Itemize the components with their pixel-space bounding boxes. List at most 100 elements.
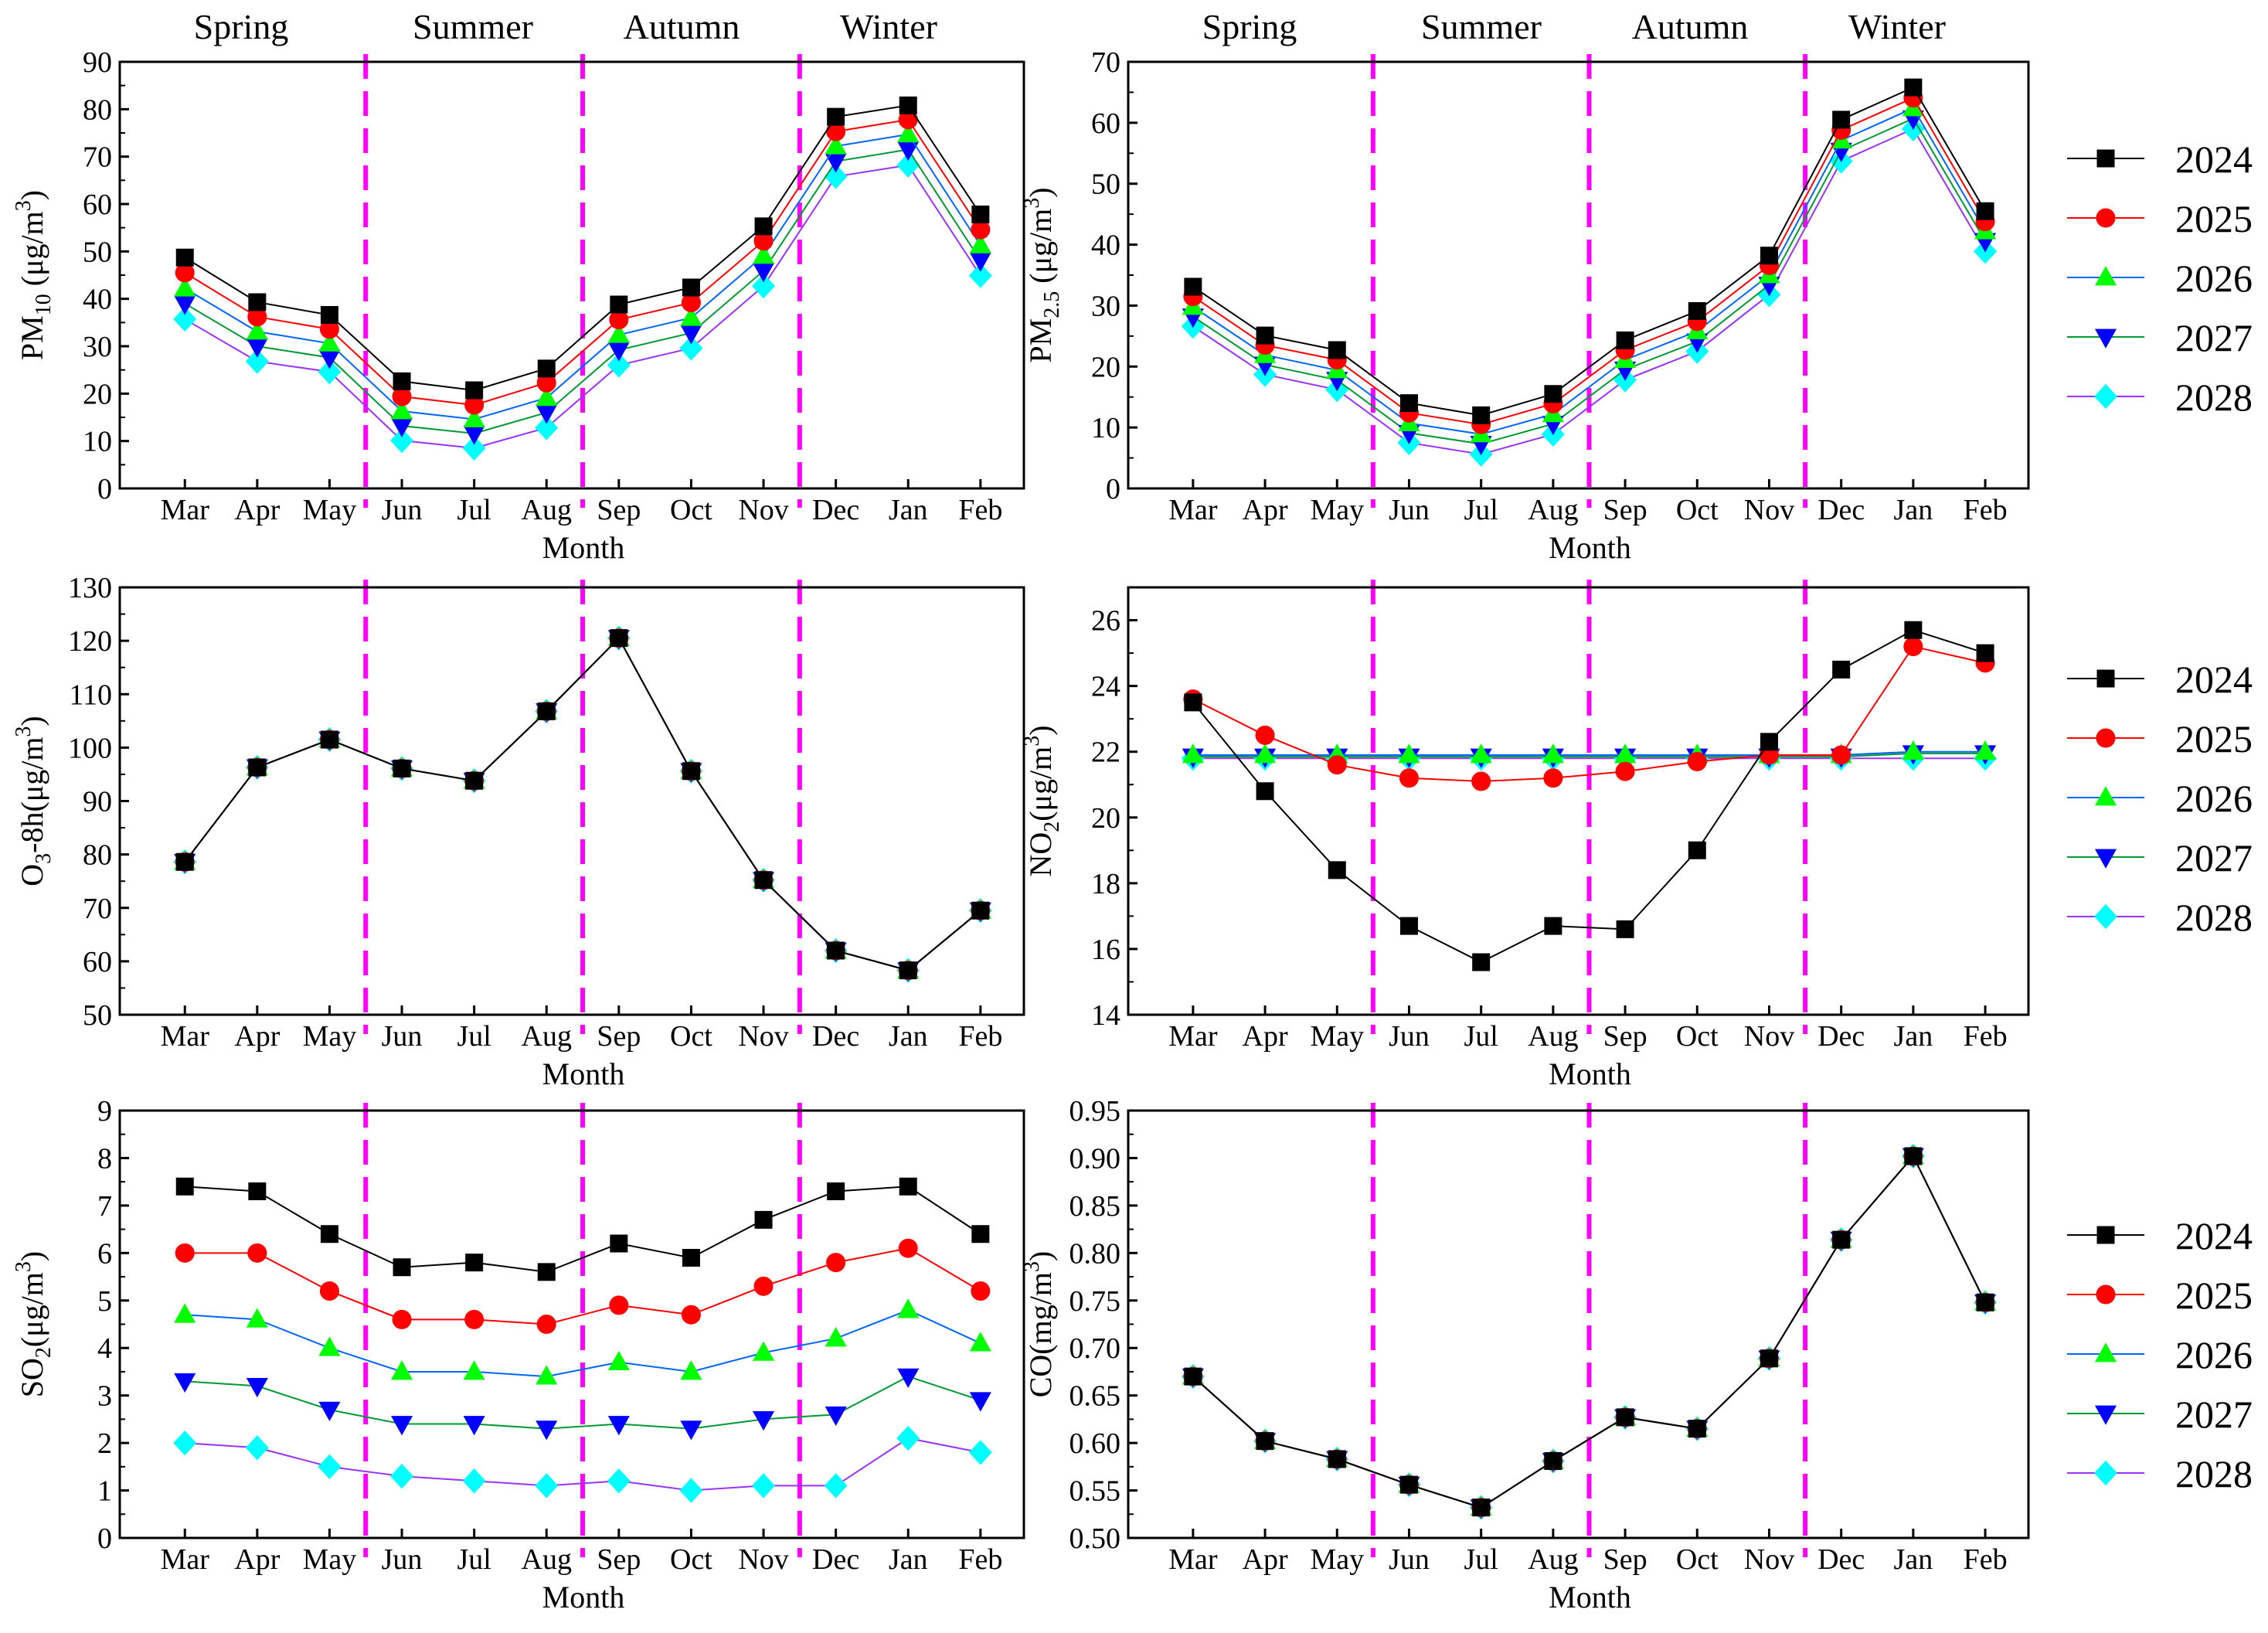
legend-label-2027: 2027 [2175, 836, 2253, 879]
data-point-2024 [1616, 1408, 1634, 1427]
x-tick-label: Jun [382, 1543, 423, 1576]
data-point-2026 [1542, 743, 1564, 764]
x-tick-label: Jun [1389, 1543, 1430, 1576]
data-point-2027 [174, 295, 196, 315]
x-axis-title: Month [542, 1056, 625, 1091]
x-tick-label: Jul [1464, 1543, 1498, 1576]
legend-label-2024: 2024 [2175, 658, 2253, 701]
data-point-2028 [318, 359, 342, 385]
legend-marker-2024 [2096, 1226, 2115, 1244]
y-tick-label: 7 [97, 1190, 112, 1223]
y-axis-title-part: 10 [32, 294, 56, 315]
series-line-2026 [185, 1308, 981, 1378]
legend-label-2025: 2025 [2175, 717, 2253, 760]
data-point-2026 [825, 1327, 847, 1347]
y-tick-label: 50 [83, 236, 112, 268]
series-line-2024 [184, 104, 981, 392]
legend-label-2026: 2026 [2175, 1333, 2253, 1376]
data-point-2024 [248, 293, 267, 311]
data-point-2024 [1904, 78, 1923, 97]
legend-marker-2028 [2094, 383, 2117, 410]
series-2024 [175, 1177, 990, 1281]
data-point-2026 [969, 1332, 991, 1352]
data-point-2024 [610, 295, 628, 314]
plot-frame [1127, 1109, 2030, 1539]
data-point-2027 [607, 342, 630, 362]
series-line-2024 [1192, 86, 1986, 417]
data-point-2024 [1328, 341, 1346, 359]
data-point-2024 [1832, 111, 1851, 129]
data-point-2025 [681, 1305, 701, 1325]
series-line-2028 [1192, 128, 1986, 455]
data-point-2025 [175, 1243, 195, 1263]
legend-label-2027: 2027 [2175, 1393, 2253, 1436]
x-tick-label: Nov [1744, 494, 1794, 526]
series-line-2024 [184, 637, 981, 971]
data-point-2028 [968, 1440, 992, 1465]
data-point-2025 [319, 1281, 339, 1301]
y-axis-title-part: 3 [12, 1261, 36, 1272]
season-label-autumn: Autumn [624, 7, 740, 46]
series-2028 [173, 1425, 992, 1503]
data-point-2024 [899, 1177, 917, 1196]
y-tick-label: 20 [1091, 351, 1120, 383]
y-tick-label: 8 [97, 1142, 112, 1175]
data-point-2026 [390, 1360, 413, 1380]
legend-label-2026: 2026 [2175, 257, 2253, 300]
data-point-2026 [1182, 743, 1204, 764]
data-point-2024 [465, 1254, 484, 1272]
y-tick-label: 2 [97, 1427, 112, 1460]
x-tick-label: Nov [1744, 1543, 1794, 1576]
y-axis-title-part: 2 [1040, 822, 1064, 832]
series-line-2028 [184, 164, 981, 449]
x-tick-label: Oct [670, 1543, 712, 1576]
y-axis-title-part: 3 [1020, 1261, 1044, 1272]
legend-marker-2025 [2096, 208, 2116, 228]
data-point-2024 [465, 771, 484, 790]
y-tick-label: 0.60 [1069, 1427, 1121, 1460]
series-line-2025 [184, 118, 981, 407]
x-tick-label: Feb [1964, 1543, 2008, 1576]
data-point-2024 [682, 278, 700, 297]
data-point-2024 [1184, 277, 1202, 296]
data-point-2024 [1328, 861, 1346, 879]
y-tick-label: 16 [1091, 934, 1120, 966]
data-point-2026 [607, 323, 630, 343]
data-point-2024 [320, 1225, 338, 1243]
data-point-2027 [752, 1410, 775, 1431]
x-tick-label: Jul [457, 1543, 491, 1576]
data-point-2028 [752, 273, 776, 299]
y-axis-title-part: O [15, 864, 49, 886]
data-point-2025 [1615, 761, 1635, 781]
y-tick-label: 3 [97, 1380, 112, 1413]
data-point-2025 [1831, 745, 1851, 765]
y-axis-title-part: ) [15, 190, 49, 200]
x-axis-title: Month [1549, 1580, 1631, 1614]
chart-no2: 14 16 18 20 22 24 26 Mar Apr May Jun Jul Aug Sep Oct No… [1020, 580, 2030, 1091]
series-line-2027 [1192, 117, 1986, 445]
data-point-2026 [174, 277, 196, 297]
data-point-2026 [752, 244, 775, 264]
y-tick-label: 90 [83, 786, 112, 818]
data-point-2026 [1398, 743, 1420, 764]
data-point-2028 [896, 1425, 920, 1451]
data-point-2026 [897, 1298, 920, 1318]
x-tick-label: Jun [1389, 1020, 1430, 1053]
legend-marker-2027 [2094, 849, 2117, 869]
legend-marker-2028 [2094, 903, 2117, 930]
data-point-2025 [1543, 768, 1563, 788]
x-tick-label: Dec [1817, 1543, 1865, 1576]
data-point-2025 [1471, 771, 1491, 791]
y-tick-label: 0 [97, 1522, 112, 1555]
y-tick-label: 0.75 [1069, 1285, 1121, 1318]
data-point-2024 [1399, 1475, 1418, 1494]
data-point-2024 [393, 1258, 411, 1277]
x-tick-label: Jan [889, 1543, 928, 1576]
legend-label-2025: 2025 [2175, 197, 2253, 240]
data-point-2027 [463, 425, 485, 445]
data-point-2024 [1544, 1451, 1562, 1470]
season-label-summer: Summer [1421, 7, 1542, 46]
data-point-2028 [535, 415, 559, 441]
data-point-2024 [971, 901, 990, 920]
x-axis-title: Month [1549, 1056, 1631, 1091]
